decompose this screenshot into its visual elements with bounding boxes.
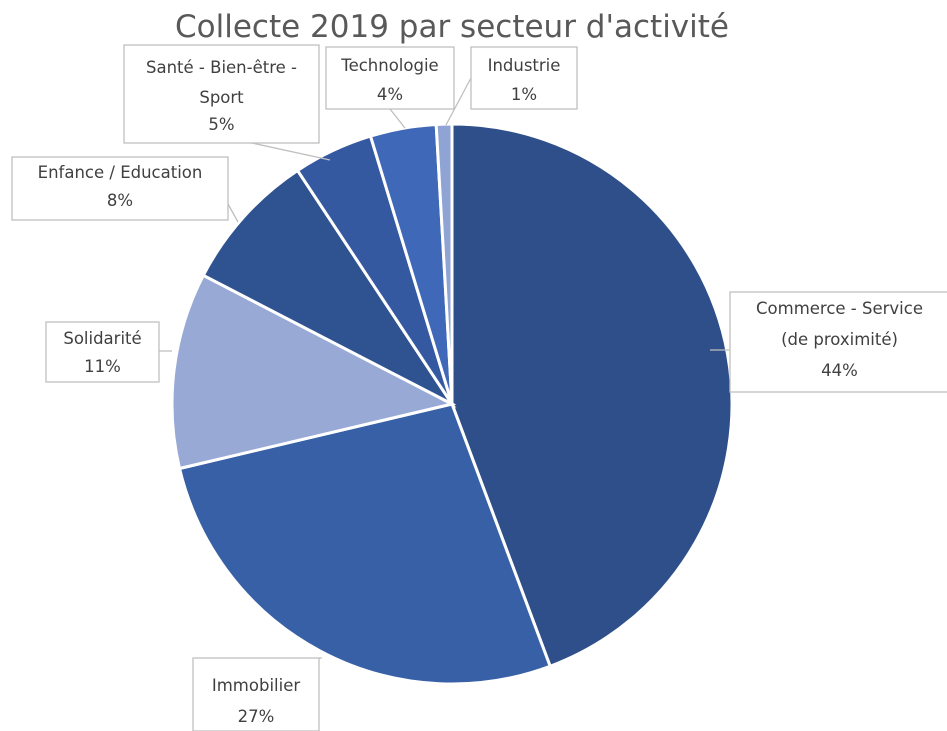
chart-title: Collecte 2019 par secteur d'activité [175,9,729,45]
pie-slices [170,122,734,686]
pie-slice-2 [177,402,553,686]
data-label-7: Industrie 1% [445,46,578,126]
slice-category-label: Industrie [488,56,561,75]
slice-percent-label: 11% [84,357,121,376]
data-label-4: Enfance / Education 8% [11,156,239,223]
slice-percent-label: 4% [377,85,403,104]
slice-category-label: Solidarité [63,329,141,348]
slice-category-label: Sport [199,88,244,107]
leader-line [389,108,406,129]
data-label-box [729,291,947,393]
slice-percent-label: 1% [511,85,537,104]
data-label-1: Commerce - Service (de proximité) 44% [710,291,947,393]
slice-category-label: Technologie [340,56,438,75]
slice-category-label: Immobilier [212,676,300,695]
pie-slice-3 [170,273,457,471]
data-label-box [123,44,320,144]
data-label-6: Technologie 4% [325,46,455,129]
slice-percent-label: 27% [238,707,275,726]
pie-slice-7 [434,122,454,405]
data-label-box [11,156,229,221]
data-label-2: Immobilier 27% [192,657,322,731]
slice-percent-label: 44% [821,361,858,380]
data-label-box [45,321,160,383]
data-label-3: Solidarité 11% [45,321,172,383]
slice-category-label: (de proximité) [781,330,898,349]
slice-category-label: Commerce - Service [756,299,923,318]
leader-line [251,142,331,161]
pie-slice-1 [450,122,734,669]
pie-slice-4 [201,168,457,408]
leader-line [227,203,239,223]
data-label-box [325,46,455,110]
leader-line [445,77,472,126]
data-label-box [192,657,320,731]
slice-percent-label: 5% [208,115,234,134]
data-label-box [470,46,578,110]
slice-percent-label: 8% [107,191,133,210]
slice-category-label: Enfance / Education [38,163,203,182]
data-label-5: Santé - Bien-être - Sport 5% [123,44,331,161]
slice-category-label: Santé - Bien-être - [146,58,297,77]
data-labels: Commerce - Service (de proximité) 44% Immob… [11,44,947,731]
